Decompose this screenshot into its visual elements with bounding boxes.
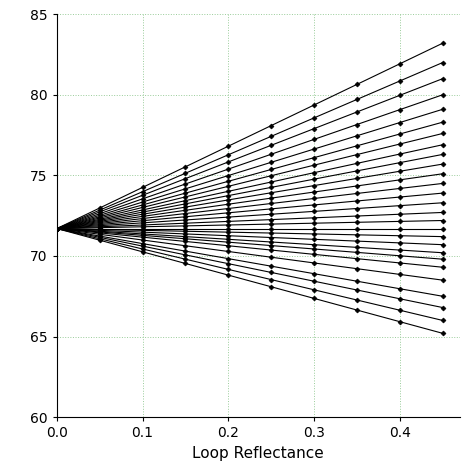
X-axis label: Loop Reflectance: Loop Reflectance: [192, 446, 324, 461]
